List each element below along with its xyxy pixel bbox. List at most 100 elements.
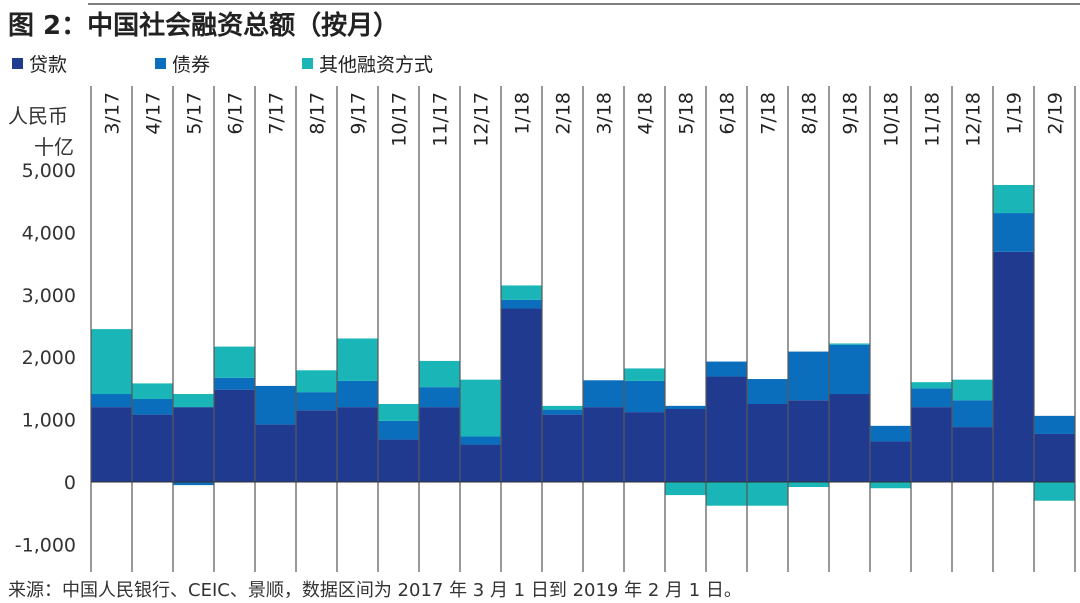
bar-8-18-series-2	[788, 482, 829, 487]
bar-5-17-series-2	[173, 394, 214, 408]
bar-1-19-series-0	[993, 251, 1034, 482]
y-axis-label-line2: 十亿	[34, 135, 74, 159]
bar-12-17-series-0	[460, 444, 501, 482]
bar-9-17-series-2	[337, 338, 378, 381]
bar-2-19-series-1	[1034, 415, 1075, 434]
legend-swatch-0	[12, 58, 23, 69]
bar-12-18-series-1	[952, 400, 993, 428]
bar-4-17-series-1	[132, 399, 173, 415]
y-tick-label: 5,000	[22, 160, 76, 182]
bar-9-18-series-0	[829, 394, 870, 482]
bar-3-17-series-2	[91, 329, 132, 395]
bar-5-18-series-1	[665, 405, 706, 409]
bar-10-18-series-2	[870, 482, 911, 489]
legend-label-2: 其他融资方式	[319, 54, 433, 76]
y-tick-label: -1,000	[15, 534, 76, 556]
x-tick-label: 8/17	[307, 92, 329, 135]
bar-7-18-series-0	[747, 404, 788, 482]
bar-5-17-series-1	[173, 482, 214, 486]
bar-8-18-series-0	[788, 400, 829, 482]
bar-3-18-series-0	[583, 407, 624, 482]
bar-10-18-series-0	[870, 441, 911, 482]
bar-7-18-series-2	[747, 482, 788, 506]
x-tick-label: 9/17	[348, 92, 370, 135]
x-tick-label: 5/17	[184, 92, 206, 135]
bar-11-17-series-1	[419, 387, 460, 408]
x-tick-label: 6/17	[225, 92, 247, 135]
y-axis-label-line1: 人民币	[8, 104, 68, 128]
plot-area: 5,000 4,000 3,000 2,000 1,000 0 -1,000 3/17 4/17…	[15, 86, 1076, 572]
x-tick-label: 2/18	[553, 92, 575, 135]
bar-7-18-series-1	[747, 379, 788, 404]
bar-4-17-series-0	[132, 414, 173, 482]
bar-2-18-series-2	[542, 405, 583, 410]
x-tick-label: 1/18	[512, 92, 534, 135]
x-tick-label: 11/18	[922, 92, 944, 147]
bar-6-17-series-1	[214, 377, 255, 390]
legend-swatch-1	[155, 58, 166, 69]
bar-6-17-series-0	[214, 389, 255, 482]
x-tick-label: 7/17	[266, 92, 288, 135]
bar-5-17-series-0	[173, 407, 214, 482]
bar-11-18-series-2	[911, 382, 952, 389]
legend-swatch-2	[302, 58, 313, 69]
bar-10-17-series-2	[378, 404, 419, 421]
bar-4-18-series-1	[624, 380, 665, 413]
source-note: 来源：中国人民银行、CEIC、景顺，数据区间为 2017 年 3 月 1 日到 …	[8, 580, 742, 601]
bar-1-19-series-2	[993, 184, 1034, 214]
y-tick-label: 2,000	[22, 347, 76, 369]
bar-7-17-series-1	[255, 385, 296, 425]
bar-11-17-series-2	[419, 360, 460, 388]
bar-6-18-series-1	[706, 361, 747, 377]
bar-1-18-series-0	[501, 308, 542, 482]
legend: 贷款 债券 其他融资方式	[12, 54, 433, 76]
x-tick-label: 8/18	[799, 92, 821, 135]
bar-12-18-series-0	[952, 427, 993, 482]
y-tick-label: 4,000	[22, 222, 76, 244]
bar-5-18-series-2	[665, 482, 706, 496]
x-tick-label: 7/18	[758, 92, 780, 135]
bar-2-19-series-2	[1034, 482, 1075, 501]
x-tick-label: 12/17	[471, 92, 493, 147]
bar-4-17-series-2	[132, 383, 173, 400]
bar-1-18-series-2	[501, 285, 542, 300]
y-tick-label: 1,000	[22, 410, 76, 432]
chart-title: 图 2：中国社会融资总额（按月）	[8, 10, 399, 41]
bar-6-18-series-2	[706, 482, 747, 506]
x-tick-label: 6/18	[717, 92, 739, 135]
x-tick-label: 10/18	[881, 92, 903, 147]
x-tick-label: 11/17	[430, 92, 452, 147]
bar-8-17-series-2	[296, 370, 337, 393]
bar-12-18-series-2	[952, 379, 993, 401]
bar-12-17-series-1	[460, 436, 501, 445]
x-tick-label: 4/17	[143, 92, 165, 135]
bar-3-17-series-1	[91, 394, 132, 408]
bar-11-18-series-0	[911, 407, 952, 482]
bar-10-17-series-0	[378, 439, 419, 482]
bar-2-18-series-0	[542, 414, 583, 482]
x-tick-label: 1/19	[1004, 92, 1026, 135]
x-tick-label: 4/18	[635, 92, 657, 135]
bar-10-17-series-1	[378, 420, 419, 440]
x-tick-label: 2/19	[1045, 92, 1067, 135]
bar-11-18-series-1	[911, 388, 952, 408]
x-tick-label: 10/17	[389, 92, 411, 147]
x-tick-label: 9/18	[840, 92, 862, 135]
bar-4-18-series-0	[624, 412, 665, 482]
bar-8-17-series-0	[296, 410, 337, 482]
bar-11-17-series-0	[419, 407, 460, 482]
y-tick-label: 0	[64, 472, 76, 494]
x-tick-label: 3/18	[594, 92, 616, 135]
bar-4-18-series-2	[624, 368, 665, 381]
bar-9-18-series-1	[829, 344, 870, 395]
bar-2-19-series-0	[1034, 433, 1075, 482]
bar-6-18-series-0	[706, 376, 747, 482]
bar-9-17-series-0	[337, 407, 378, 482]
x-tick-label: 3/17	[102, 92, 124, 135]
bar-6-17-series-2	[214, 346, 255, 378]
y-tick-label: 3,000	[22, 285, 76, 307]
x-tick-label: 5/18	[676, 92, 698, 135]
x-tick-label: 12/18	[963, 92, 985, 147]
bar-7-17-series-0	[255, 424, 296, 482]
